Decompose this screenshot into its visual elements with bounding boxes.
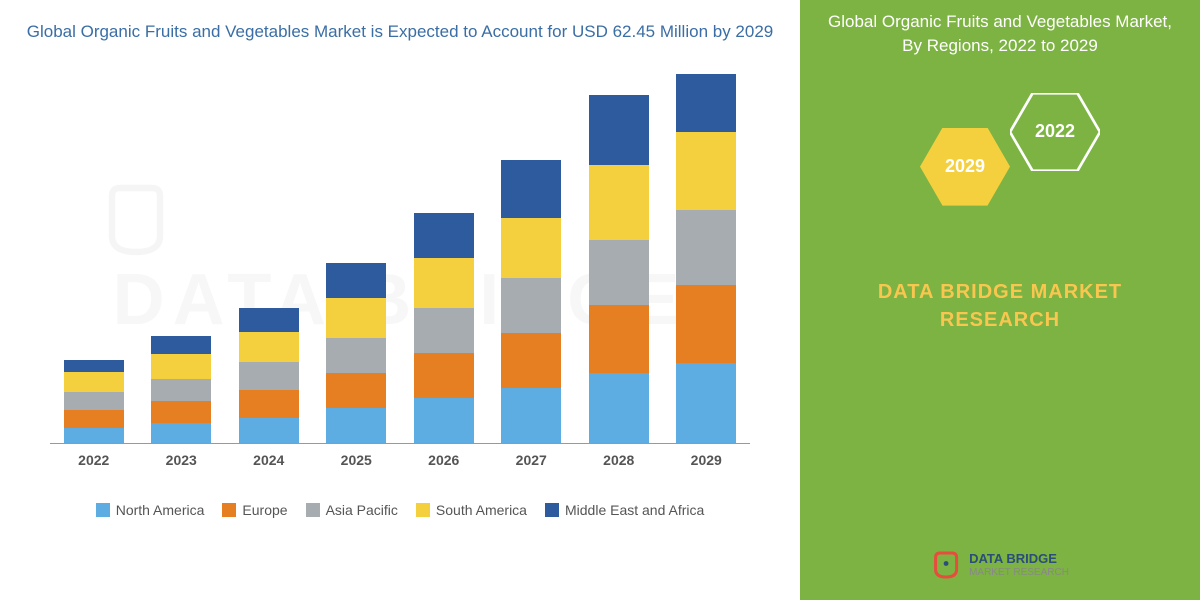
- bar-segment: [326, 373, 386, 408]
- bar-segment: [589, 240, 649, 305]
- bar-segment: [589, 165, 649, 240]
- hexagon-2022: 2022: [1010, 93, 1100, 171]
- bars-container: [50, 64, 750, 444]
- bar-segment: [64, 392, 124, 410]
- legend-item: Asia Pacific: [306, 502, 398, 518]
- bar-group: [589, 95, 649, 443]
- bar-segment: [151, 354, 211, 379]
- legend-swatch: [306, 503, 320, 517]
- legend-swatch: [96, 503, 110, 517]
- brand-line2: RESEARCH: [820, 306, 1180, 334]
- legend-item: Europe: [222, 502, 287, 518]
- bar-segment: [64, 360, 124, 372]
- x-axis-labels: 2022 2023 2024 2025 2026 2027 2028 2029: [50, 452, 750, 468]
- hexagon-2029: 2029: [920, 128, 1010, 206]
- bar-segment: [676, 210, 736, 285]
- bottom-logo-text: DATA BRIDGE MARKET RESEARCH: [969, 552, 1069, 577]
- x-label: 2027: [501, 452, 561, 468]
- bar-segment: [676, 74, 736, 132]
- legend-label: Europe: [242, 502, 287, 518]
- bar-segment: [326, 298, 386, 338]
- bar-group: [239, 308, 299, 443]
- bar-segment: [326, 263, 386, 298]
- hex-2022-label: 2022: [1035, 121, 1075, 142]
- bar-segment: [414, 258, 474, 308]
- bar-segment: [414, 398, 474, 443]
- bar-group: [64, 360, 124, 443]
- bottom-logo: DATA BRIDGE MARKET RESEARCH: [931, 550, 1069, 580]
- x-label: 2028: [589, 452, 649, 468]
- bar-segment: [64, 410, 124, 428]
- legend-swatch: [416, 503, 430, 517]
- chart-area: 2022 2023 2024 2025 2026 2027 2028 2029: [50, 64, 750, 484]
- bar-segment: [239, 390, 299, 418]
- brand-line1: DATA BRIDGE MARKET: [820, 278, 1180, 306]
- bar-segment: [151, 423, 211, 443]
- x-label: 2022: [64, 452, 124, 468]
- bar-group: [414, 213, 474, 443]
- chart-title: Global Organic Fruits and Vegetables Mar…: [20, 20, 780, 44]
- bar-segment: [501, 278, 561, 333]
- x-label: 2023: [151, 452, 211, 468]
- legend-label: South America: [436, 502, 527, 518]
- right-panel-title: Global Organic Fruits and Vegetables Mar…: [820, 10, 1180, 58]
- bar-segment: [414, 213, 474, 258]
- bar-segment: [676, 285, 736, 363]
- bar-segment: [64, 428, 124, 443]
- bar-group: [501, 160, 561, 443]
- bar-group: [326, 263, 386, 443]
- bar-segment: [414, 308, 474, 353]
- bar-segment: [64, 372, 124, 392]
- bar-group: [676, 74, 736, 443]
- bottom-logo-icon: [931, 550, 961, 580]
- bar-segment: [414, 353, 474, 398]
- legend-swatch: [222, 503, 236, 517]
- bar-segment: [151, 401, 211, 423]
- bar-segment: [326, 408, 386, 443]
- bar-segment: [239, 362, 299, 390]
- legend-label: Middle East and Africa: [565, 502, 704, 518]
- bar-segment: [239, 308, 299, 332]
- legend-swatch: [545, 503, 559, 517]
- bottom-logo-main: DATA BRIDGE: [969, 552, 1069, 566]
- hexagon-area: 2029 2022: [820, 88, 1180, 238]
- chart-legend: North America Europe Asia Pacific South Ame…: [20, 502, 780, 518]
- x-label: 2029: [676, 452, 736, 468]
- bar-segment: [676, 132, 736, 210]
- bar-group: [151, 336, 211, 443]
- bar-segment: [589, 305, 649, 373]
- bar-segment: [239, 332, 299, 362]
- bar-segment: [239, 418, 299, 443]
- x-label: 2024: [239, 452, 299, 468]
- bar-segment: [151, 379, 211, 401]
- chart-panel: DATA BRIDGE Global Organic Fruits and Ve…: [0, 0, 800, 600]
- legend-label: Asia Pacific: [326, 502, 398, 518]
- bar-segment: [589, 95, 649, 165]
- bottom-logo-sub: MARKET RESEARCH: [969, 567, 1069, 578]
- bar-segment: [589, 373, 649, 443]
- x-label: 2025: [326, 452, 386, 468]
- bar-segment: [501, 388, 561, 443]
- bar-segment: [501, 218, 561, 278]
- bar-segment: [501, 333, 561, 388]
- legend-label: North America: [116, 502, 205, 518]
- bar-segment: [501, 160, 561, 218]
- x-label: 2026: [414, 452, 474, 468]
- bar-segment: [326, 338, 386, 373]
- hex-2029-label: 2029: [945, 156, 985, 177]
- legend-item: South America: [416, 502, 527, 518]
- brand-name: DATA BRIDGE MARKET RESEARCH: [820, 278, 1180, 334]
- bar-segment: [676, 363, 736, 443]
- legend-item: North America: [96, 502, 205, 518]
- bar-segment: [151, 336, 211, 354]
- right-panel: Global Organic Fruits and Vegetables Mar…: [800, 0, 1200, 600]
- legend-item: Middle East and Africa: [545, 502, 704, 518]
